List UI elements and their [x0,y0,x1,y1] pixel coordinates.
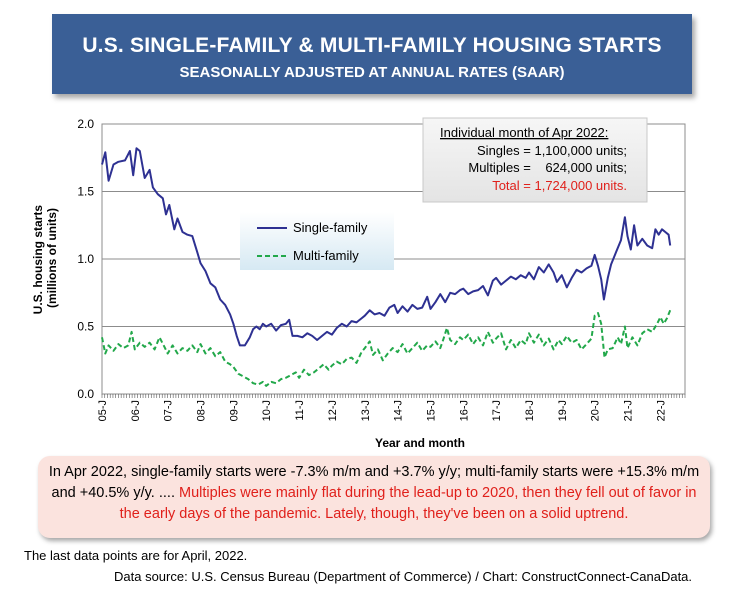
x-tick-label: 07-J [163,400,175,421]
y-axis-title-line2: (millions of units) [45,208,59,308]
chart-title-banner: U.S. SINGLE-FAMILY & MULTI-FAMILY HOUSIN… [52,14,692,94]
x-tick-label: 05-J [97,400,109,421]
legend: Single-family Multi-family [240,212,394,270]
info-multiples: Multiples = 624,000 units; [468,160,627,175]
y-tick-label: 0.0 [77,387,94,401]
line-chart: 0.0 0.5 1.0 1.5 2.0 05-J 06-J 07-J 08-J 09-J 10-J 1… [31,117,686,450]
info-singles: Singles = 1,100,000 units; [477,143,627,158]
commentary-text: In Apr 2022, single-family starts were -… [48,464,700,501]
multi-family-line [101,309,672,387]
y-axis-title-line1: U.S. housing starts [31,205,45,315]
x-tick-label: 14-J [393,400,405,421]
x-tick-label: 18-J [524,400,536,421]
y-tick-label: 2.0 [77,117,94,131]
info-total: Total = 1,724,000 units. [492,178,627,193]
chart-subtitle: SEASONALLY ADJUSTED AT ANNUAL RATES (SAA… [179,64,565,81]
x-axis-title: Year and month [375,436,465,450]
x-tick-label: 08-J [196,400,208,421]
commentary-box: In Apr 2022, single-family starts were -… [38,456,710,538]
x-tick-label: 12-J [327,400,339,421]
info-box-bg [422,117,648,203]
x-tick-label: 19-J [557,400,569,421]
x-tick-label: 21-J [623,400,635,421]
legend-multi-label: Multi-family [293,248,359,263]
x-tick-label: 06-J [130,400,142,421]
y-tick-label: 1.0 [77,252,94,266]
legend-single-label: Single-family [293,220,368,235]
legend-box [240,212,394,270]
x-tick-label: 11-J [294,400,306,421]
y-axis-title: U.S. housing starts (millions of units) [31,202,59,315]
x-tick-label: 10-J [261,400,273,421]
x-tick-label: 22-J [655,400,667,421]
x-tick-label: 16-J [458,400,470,421]
info-box: Individual month of Apr 2022: Singles = … [422,117,648,203]
data-source: Data source: U.S. Census Bureau (Departm… [114,569,693,584]
y-tick-label: 1.5 [77,185,94,199]
x-tick-label: 15-J [425,400,437,421]
x-tick-label: 09-J [228,400,240,421]
info-heading: Individual month of Apr 2022: [440,125,608,140]
y-tick-label: 0.5 [77,320,94,334]
x-tick-label: 13-J [360,400,372,421]
commentary-highlight: Multiples were mainly flat during the le… [119,485,697,522]
chart-title: U.S. SINGLE-FAMILY & MULTI-FAMILY HOUSIN… [82,34,662,57]
plot-area [101,123,686,395]
single-family-line [101,147,672,347]
x-tick-label: 17-J [491,400,503,421]
last-data-note: The last data points are for April, 2022… [24,548,248,563]
x-tick-label: 20-J [590,400,602,421]
